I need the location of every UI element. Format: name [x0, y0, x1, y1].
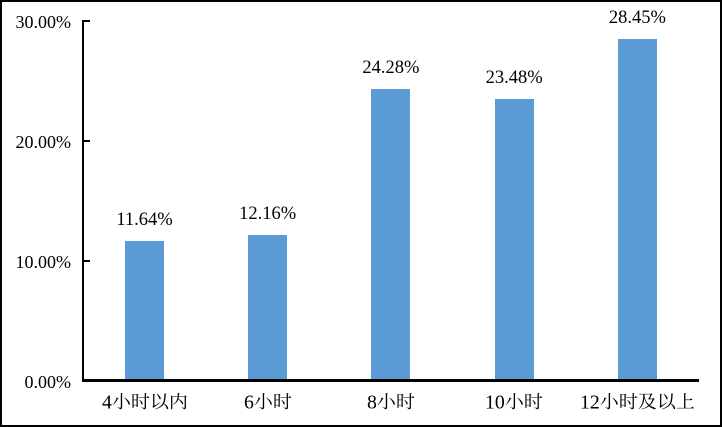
- svg-text:12: 12: [580, 392, 600, 414]
- svg-text:4: 4: [102, 392, 112, 414]
- svg-text:8: 8: [367, 392, 377, 414]
- svg-text:10: 10: [485, 392, 505, 414]
- svg-text:6: 6: [244, 392, 254, 414]
